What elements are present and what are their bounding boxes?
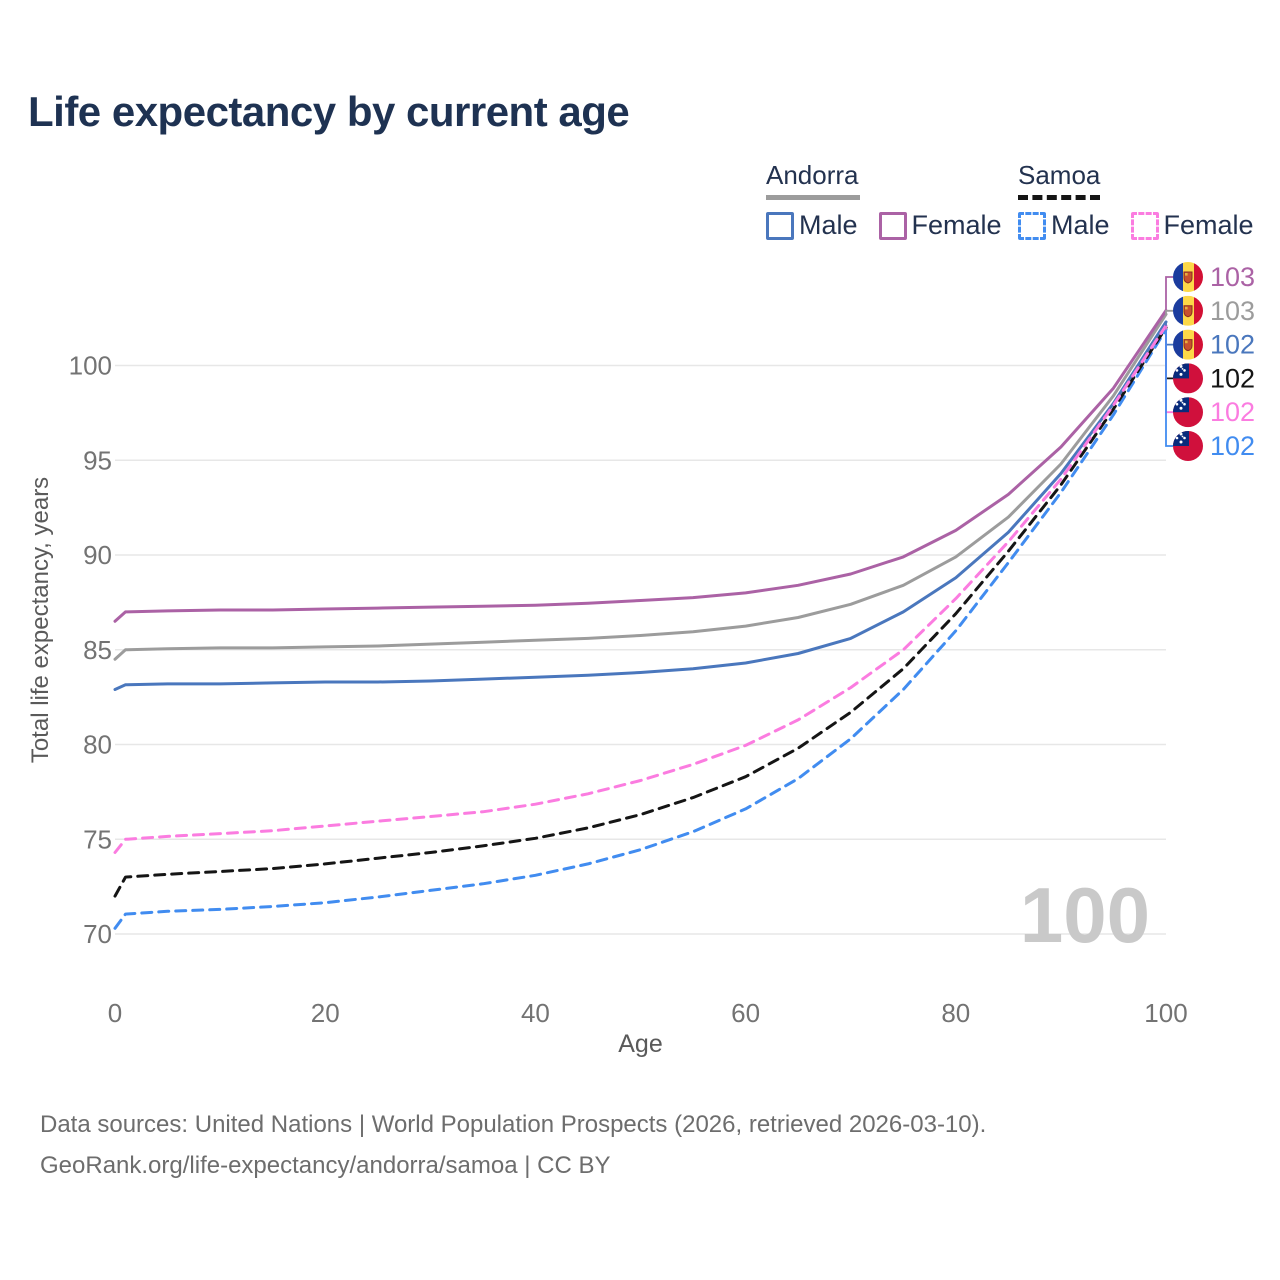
legend-item-samoa-male[interactable]: Male [1018,210,1110,241]
end-label-connector-samoa-female [1165,325,1173,414]
legend-checkbox-samoa-female[interactable] [1130,211,1159,240]
end-value-label-andorra-female: 103 [1210,262,1255,292]
series-line-andorra-both [113,312,1168,661]
series-line-samoa-both [113,326,1168,898]
end-value-label-andorra-both: 103 [1210,296,1255,326]
x-tick-label-20: 20 [311,998,340,1028]
legend-andorra-line-swatch [766,195,860,200]
legend-checkbox-andorra-male[interactable] [766,211,794,240]
x-tick-label-100: 100 [1144,998,1187,1028]
end-label-connector-samoa-male [1165,329,1173,447]
samoa-flag-icon [1173,397,1203,428]
y-tick-label-70: 70 [83,919,112,949]
legend-item-andorra-male[interactable]: Male [766,210,858,241]
page-title: Life expectancy by current age [28,88,630,135]
y-tick-label-95: 95 [83,445,112,475]
x-tick-label-40: 40 [521,998,550,1028]
footer: Data sources: United Nations | World Pop… [40,1104,986,1186]
legend-samoa-line-swatch [1018,195,1100,200]
andorra-flag-icon [1173,329,1203,360]
samoa-flag-icon [1173,431,1203,461]
legend-label-samoa-female[interactable]: Female [1163,210,1254,240]
series-line-andorra-male [113,320,1168,691]
legend-group-andorra-label: Andorra [766,160,859,190]
series-line-andorra-female [113,309,1168,623]
legend-label-andorra-female[interactable]: Female [911,210,1002,240]
legend-checkbox-samoa-male[interactable] [1018,211,1046,240]
legend-group-samoa-label: Samoa [1018,160,1101,190]
samoa-flag-icon [1173,363,1203,394]
end-value-label-samoa-male: 102 [1210,431,1255,461]
x-axis-title: Age [618,1030,662,1058]
age-watermark: 100 [1020,871,1150,959]
end-value-label-samoa-female: 102 [1210,397,1255,427]
end-label-connector-samoa-both [1165,327,1173,380]
legend-label-samoa-male[interactable]: Male [1051,210,1110,240]
y-tick-label-85: 85 [83,635,112,665]
legend-label-andorra-male[interactable]: Male [799,210,858,240]
end-label-connector-andorra-female [1165,276,1173,311]
end-label-connector-andorra-both [1165,309,1173,315]
andorra-flag-icon [1173,295,1203,326]
series-line-samoa-male [113,328,1168,930]
legend-item-samoa-female[interactable]: Female [1130,210,1254,241]
legend-item-andorra-female[interactable]: Female [878,210,1002,241]
series-line-samoa-female [113,324,1168,854]
y-tick-label-90: 90 [83,540,112,570]
andorra-flag-icon [1173,262,1203,292]
legend-group-andorra: Andorra Male Female [766,160,1002,241]
attribution-text: GeoRank.org/life-expectancy/andorra/samo… [40,1152,611,1179]
end-value-label-samoa-both: 102 [1210,363,1255,393]
y-tick-label-80: 80 [83,730,112,760]
y-tick-label-100: 100 [69,351,112,381]
x-tick-label-60: 60 [731,998,760,1028]
x-tick-label-80: 80 [941,998,970,1028]
y-axis-title: Total life expectancy, years [27,477,54,763]
y-tick-label-75: 75 [83,824,112,854]
legend-group-samoa: Samoa Male Female [1018,160,1254,241]
data-sources-text: Data sources: United Nations | World Pop… [40,1111,987,1138]
legend-checkbox-andorra-female[interactable] [878,211,907,240]
x-tick-label-0: 0 [108,998,122,1028]
end-value-label-andorra-male: 102 [1210,330,1255,360]
